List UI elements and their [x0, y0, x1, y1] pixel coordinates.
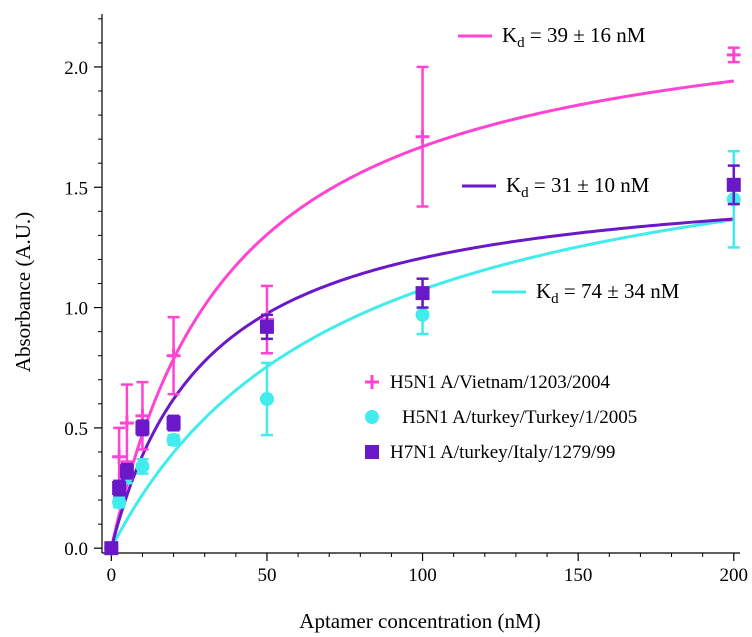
- legend-marker: [365, 445, 379, 459]
- legend-entry: H7N1 A/turkey/Italy/1279/99: [365, 442, 615, 463]
- fit-curve: [109, 217, 734, 549]
- x-tick-label: 0: [107, 565, 117, 586]
- data-points: [104, 46, 741, 556]
- y-tick-label: 0.5: [64, 419, 88, 440]
- legend: H5N1 A/Vietnam/1203/2004 H5N1 A/turkey/Tu…: [365, 372, 637, 463]
- y-tick-label: 0.0: [64, 539, 88, 560]
- kd-text: Kd = 39 ± 16 nM: [502, 23, 646, 51]
- legend-label: H5N1 A/turkey/Turkey/1/2005: [402, 407, 637, 428]
- data-point: [726, 177, 741, 192]
- kd-annotation: Kd = 39 ± 16 nM: [458, 23, 646, 51]
- legend-label: H5N1 A/Vietnam/1203/2004: [390, 372, 610, 393]
- x-tick-label: 200: [720, 565, 749, 586]
- y-tick-label: 1.5: [64, 178, 88, 199]
- data-point: [415, 286, 430, 301]
- y-tick-label: 1.0: [64, 299, 88, 320]
- data-point: [119, 416, 134, 431]
- series-points: [104, 46, 741, 556]
- data-point: [166, 416, 181, 431]
- kd-annotation: Kd = 74 ± 34 nM: [492, 279, 680, 307]
- x-tick-label: 150: [564, 565, 593, 586]
- y-tick-label: 2.0: [64, 58, 88, 79]
- legend-entry: H5N1 A/turkey/Turkey/1/2005: [365, 407, 637, 428]
- legend-marker: [365, 410, 379, 424]
- data-point: [112, 449, 127, 464]
- kd-text: Kd = 31 ± 10 nM: [506, 173, 650, 201]
- data-point: [166, 432, 181, 447]
- axes: 0 50 100 150 200 0.0 0.5 1.0 1.5 2.0: [64, 14, 748, 586]
- x-tick-label: 100: [408, 565, 437, 586]
- data-point: [135, 459, 150, 474]
- data-point: [112, 495, 127, 510]
- data-point: [119, 464, 134, 479]
- legend-marker: [365, 375, 379, 389]
- series-points: [104, 149, 741, 556]
- x-axis-label: Aptamer concentration (nM): [299, 609, 540, 633]
- data-point: [135, 420, 150, 435]
- data-point: [166, 348, 181, 363]
- x-tick-label: 50: [257, 565, 276, 586]
- data-point: [259, 319, 274, 334]
- data-point: [415, 307, 430, 322]
- data-point: [112, 481, 127, 496]
- data-point: [259, 392, 274, 406]
- series-points: [104, 164, 741, 556]
- data-point: [415, 129, 430, 144]
- x-ticks: 0 50 100 150 200: [107, 553, 748, 586]
- kd-text: Kd = 74 ± 34 nM: [536, 279, 680, 307]
- kd-annotations: Kd = 39 ± 16 nM Kd = 74 ± 34 nM Kd = 31 ± …: [458, 23, 680, 307]
- y-ticks: 0.0 0.5 1.0 1.5 2.0: [64, 18, 102, 560]
- kd-annotation: Kd = 31 ± 10 nM: [462, 173, 650, 201]
- y-axis-label: Absorbance (A.U.): [11, 212, 35, 372]
- legend-entry: H5N1 A/Vietnam/1203/2004: [365, 372, 610, 393]
- data-point: [104, 541, 119, 556]
- data-point: [726, 47, 741, 62]
- legend-label: H7N1 A/turkey/Italy/1279/99: [390, 442, 615, 463]
